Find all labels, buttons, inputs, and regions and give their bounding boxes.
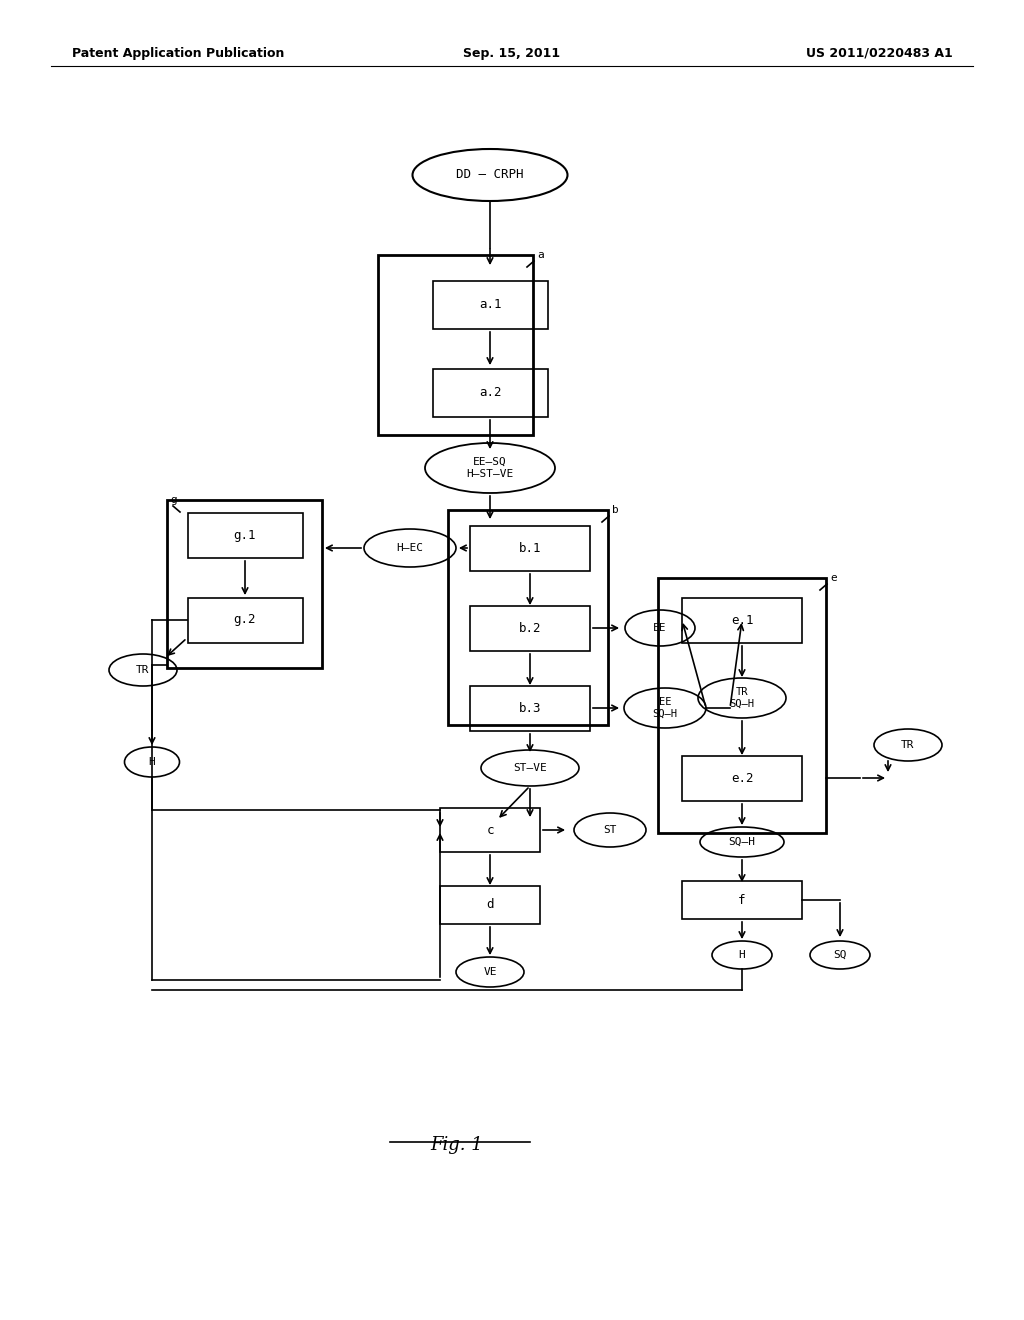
Text: d: d <box>486 899 494 912</box>
Text: a: a <box>537 249 544 260</box>
Text: ST–VE: ST–VE <box>513 763 547 774</box>
Text: e.2: e.2 <box>731 771 754 784</box>
Bar <box>470 525 590 570</box>
Text: Fig. 1: Fig. 1 <box>430 1137 482 1154</box>
Text: H: H <box>148 756 156 767</box>
Text: a.2: a.2 <box>479 387 502 400</box>
Text: f: f <box>738 894 745 907</box>
Text: H–EC: H–EC <box>396 543 424 553</box>
Text: TR: TR <box>901 741 914 750</box>
Text: b.3: b.3 <box>519 701 542 714</box>
Bar <box>449 510 608 725</box>
Text: g.2: g.2 <box>233 614 256 627</box>
Bar <box>470 685 590 730</box>
Bar <box>432 281 548 329</box>
Text: DD – CRPH: DD – CRPH <box>457 169 523 181</box>
Text: H: H <box>738 950 745 960</box>
Bar <box>378 255 534 436</box>
Bar <box>440 808 540 851</box>
Text: Sep. 15, 2011: Sep. 15, 2011 <box>464 46 560 59</box>
Text: g.1: g.1 <box>233 528 256 541</box>
Text: SQ: SQ <box>834 950 847 960</box>
Text: e.1: e.1 <box>731 614 754 627</box>
Text: EE: EE <box>653 623 667 634</box>
Bar <box>658 578 826 833</box>
Bar <box>440 886 540 924</box>
Bar <box>682 880 802 919</box>
Text: b.1: b.1 <box>519 541 542 554</box>
Text: b.2: b.2 <box>519 622 542 635</box>
Text: VE: VE <box>483 968 497 977</box>
Text: e: e <box>830 573 837 583</box>
Text: US 2011/0220483 A1: US 2011/0220483 A1 <box>806 46 952 59</box>
Text: SQ–H: SQ–H <box>728 837 756 847</box>
Text: TR: TR <box>136 665 150 675</box>
Bar <box>187 598 302 643</box>
Text: c: c <box>486 824 494 837</box>
Bar <box>167 500 322 668</box>
Bar <box>187 512 302 557</box>
Text: a.1: a.1 <box>479 298 502 312</box>
Text: g: g <box>170 495 177 506</box>
Bar <box>682 598 802 643</box>
Text: b: b <box>612 506 618 515</box>
Text: EE
SQ–H: EE SQ–H <box>652 697 678 719</box>
Text: ST: ST <box>603 825 616 836</box>
Text: EE–SQ
H–ST–VE: EE–SQ H–ST–VE <box>466 457 514 479</box>
Bar <box>470 606 590 651</box>
Bar <box>432 370 548 417</box>
Text: TR
SQ–H: TR SQ–H <box>729 688 755 709</box>
Bar <box>682 755 802 800</box>
Text: Patent Application Publication: Patent Application Publication <box>72 46 284 59</box>
